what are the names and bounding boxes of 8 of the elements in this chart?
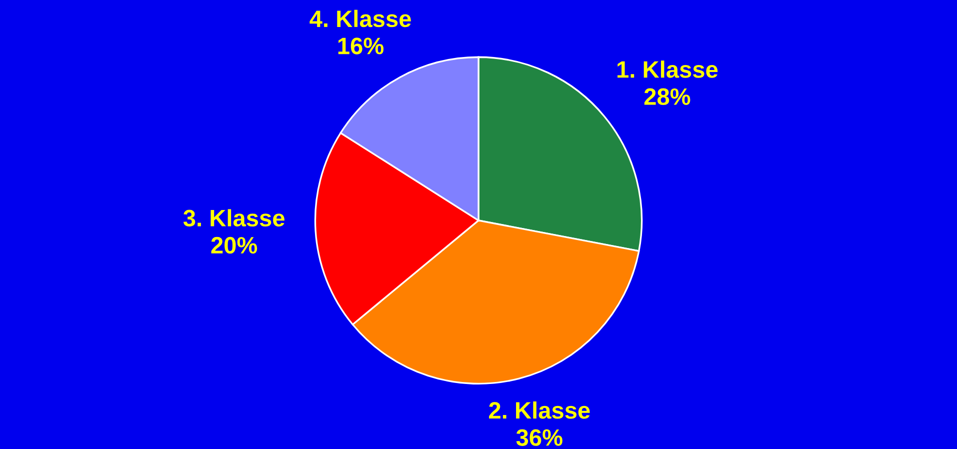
data-label: 28% bbox=[644, 88, 690, 106]
data-label: 20% bbox=[211, 236, 258, 254]
slice-label: 3. Klasse bbox=[183, 209, 284, 227]
slice-label: 4. Klasse bbox=[310, 10, 411, 28]
slice-label: 2. Klasse bbox=[489, 401, 590, 419]
data-label: 16% bbox=[338, 38, 384, 54]
slice-label: 1. Klasse bbox=[618, 60, 718, 78]
data-label: 36% bbox=[516, 429, 562, 446]
